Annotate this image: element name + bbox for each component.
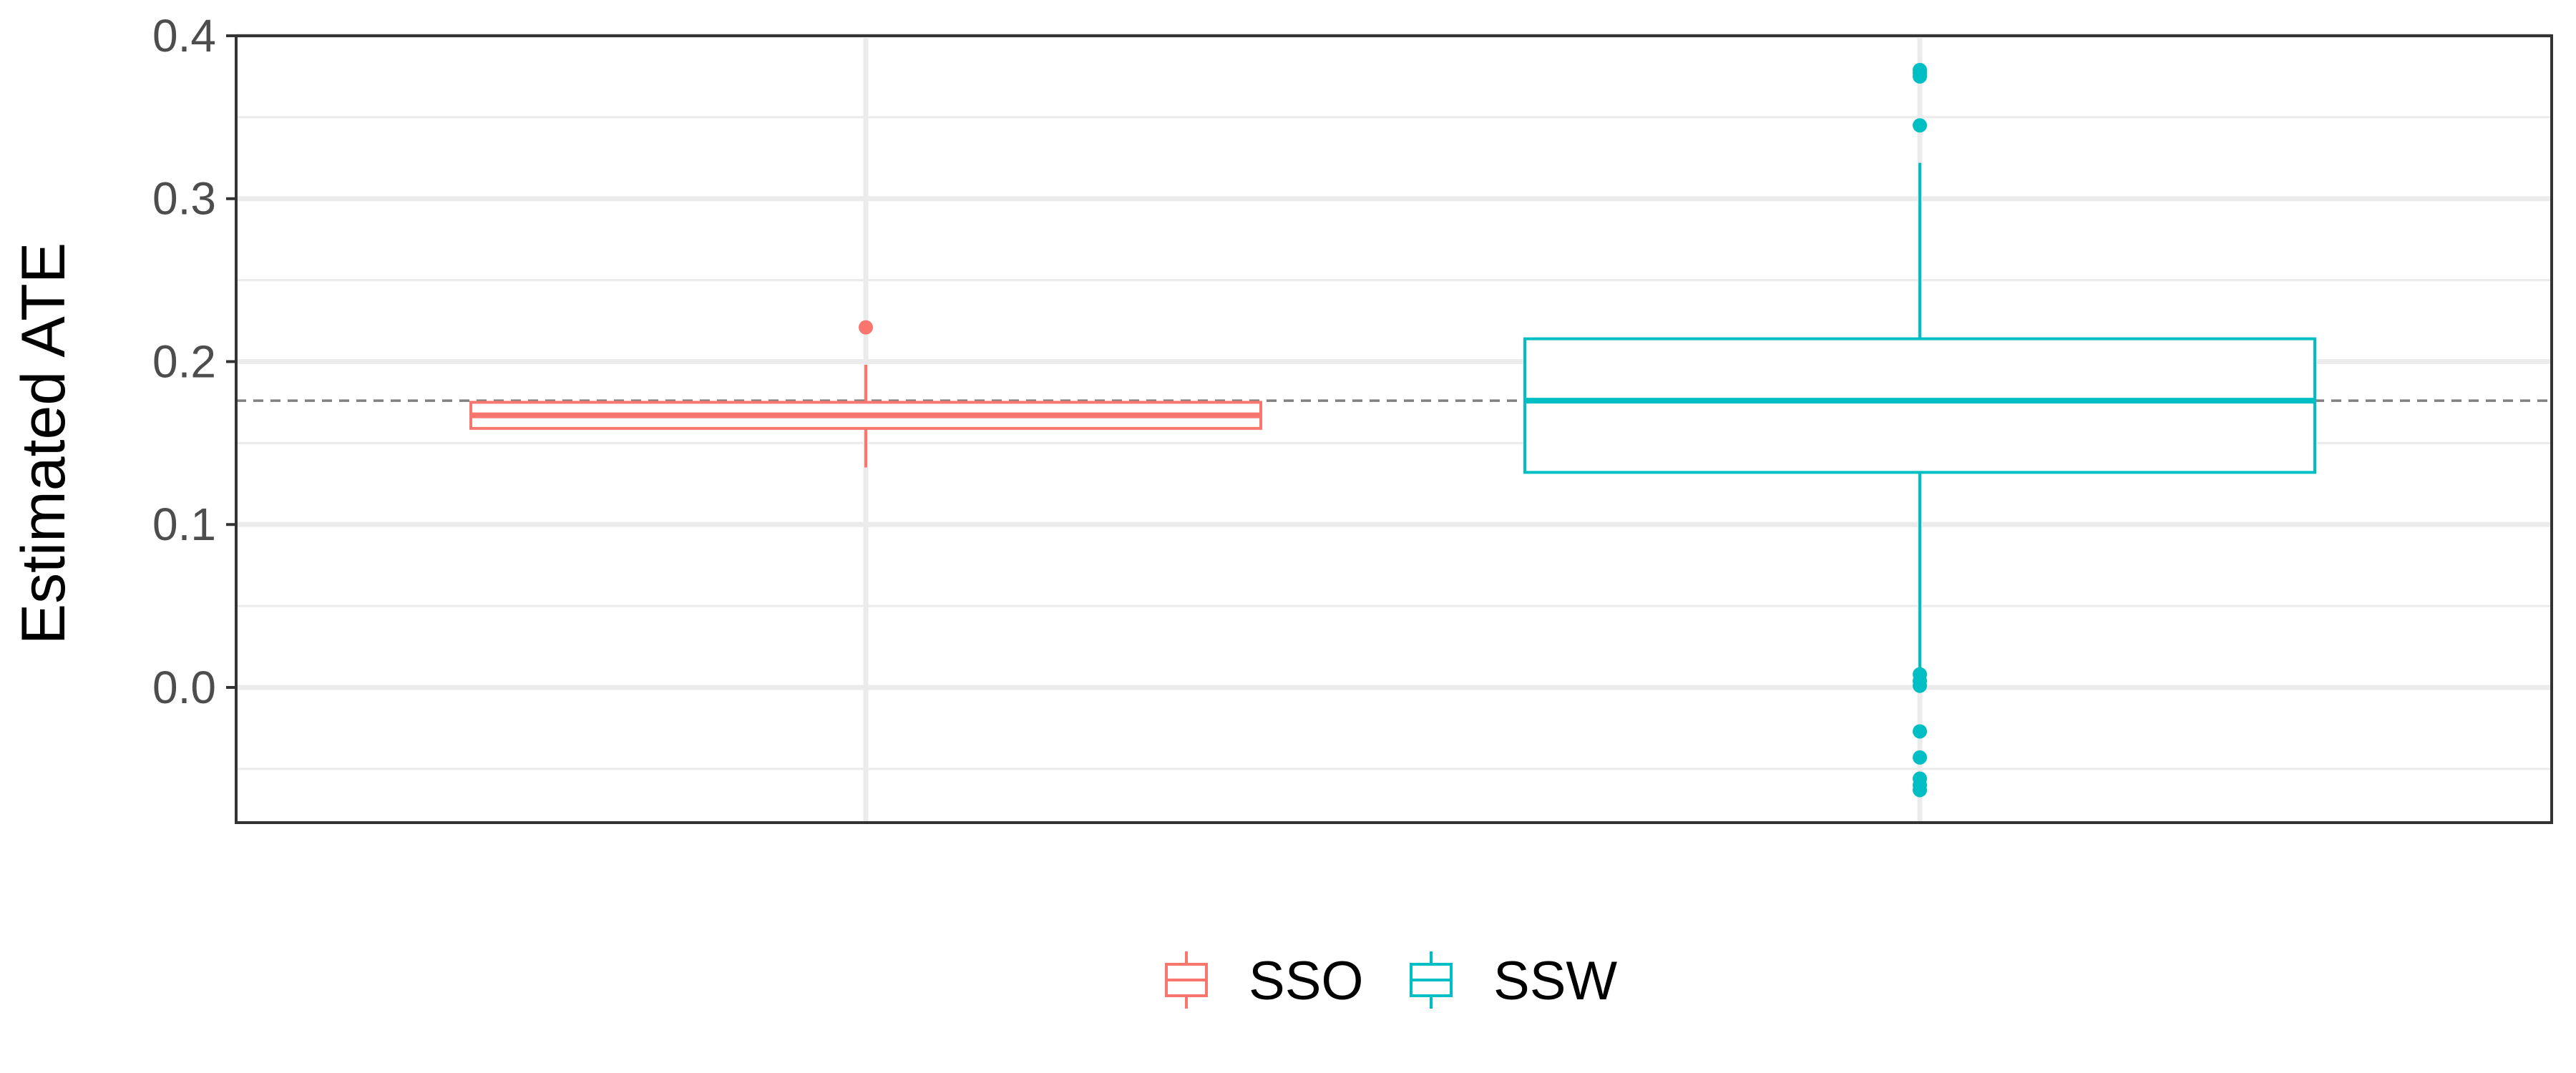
legend-label: SSO [1249,951,1364,1011]
box-ssw [1523,62,2316,798]
y-tick-label: 0.2 [152,335,216,387]
box-sso [469,320,1262,468]
y-tick-label: 0.3 [152,173,216,225]
outlier-point [1913,750,1927,765]
outlier-point [1913,783,1927,798]
legend-item-sso: SSO [1165,951,1364,1011]
legend-label: SSW [1493,951,1617,1011]
panel-border [235,34,2553,824]
y-tick-label: 0.4 [152,10,216,62]
outlier-point [1913,118,1927,133]
outlier-point [1913,678,1927,693]
box-iqr [1523,337,2316,474]
outlier-point [1913,724,1927,739]
y-tick-label: 0.1 [152,499,216,550]
y-tick-label: 0.0 [152,662,216,713]
outlier-point [1913,69,1927,84]
legend-item-ssw: SSW [1410,951,1617,1011]
y-axis-title: Estimated ATE [9,242,78,645]
outlier-point [859,320,873,335]
